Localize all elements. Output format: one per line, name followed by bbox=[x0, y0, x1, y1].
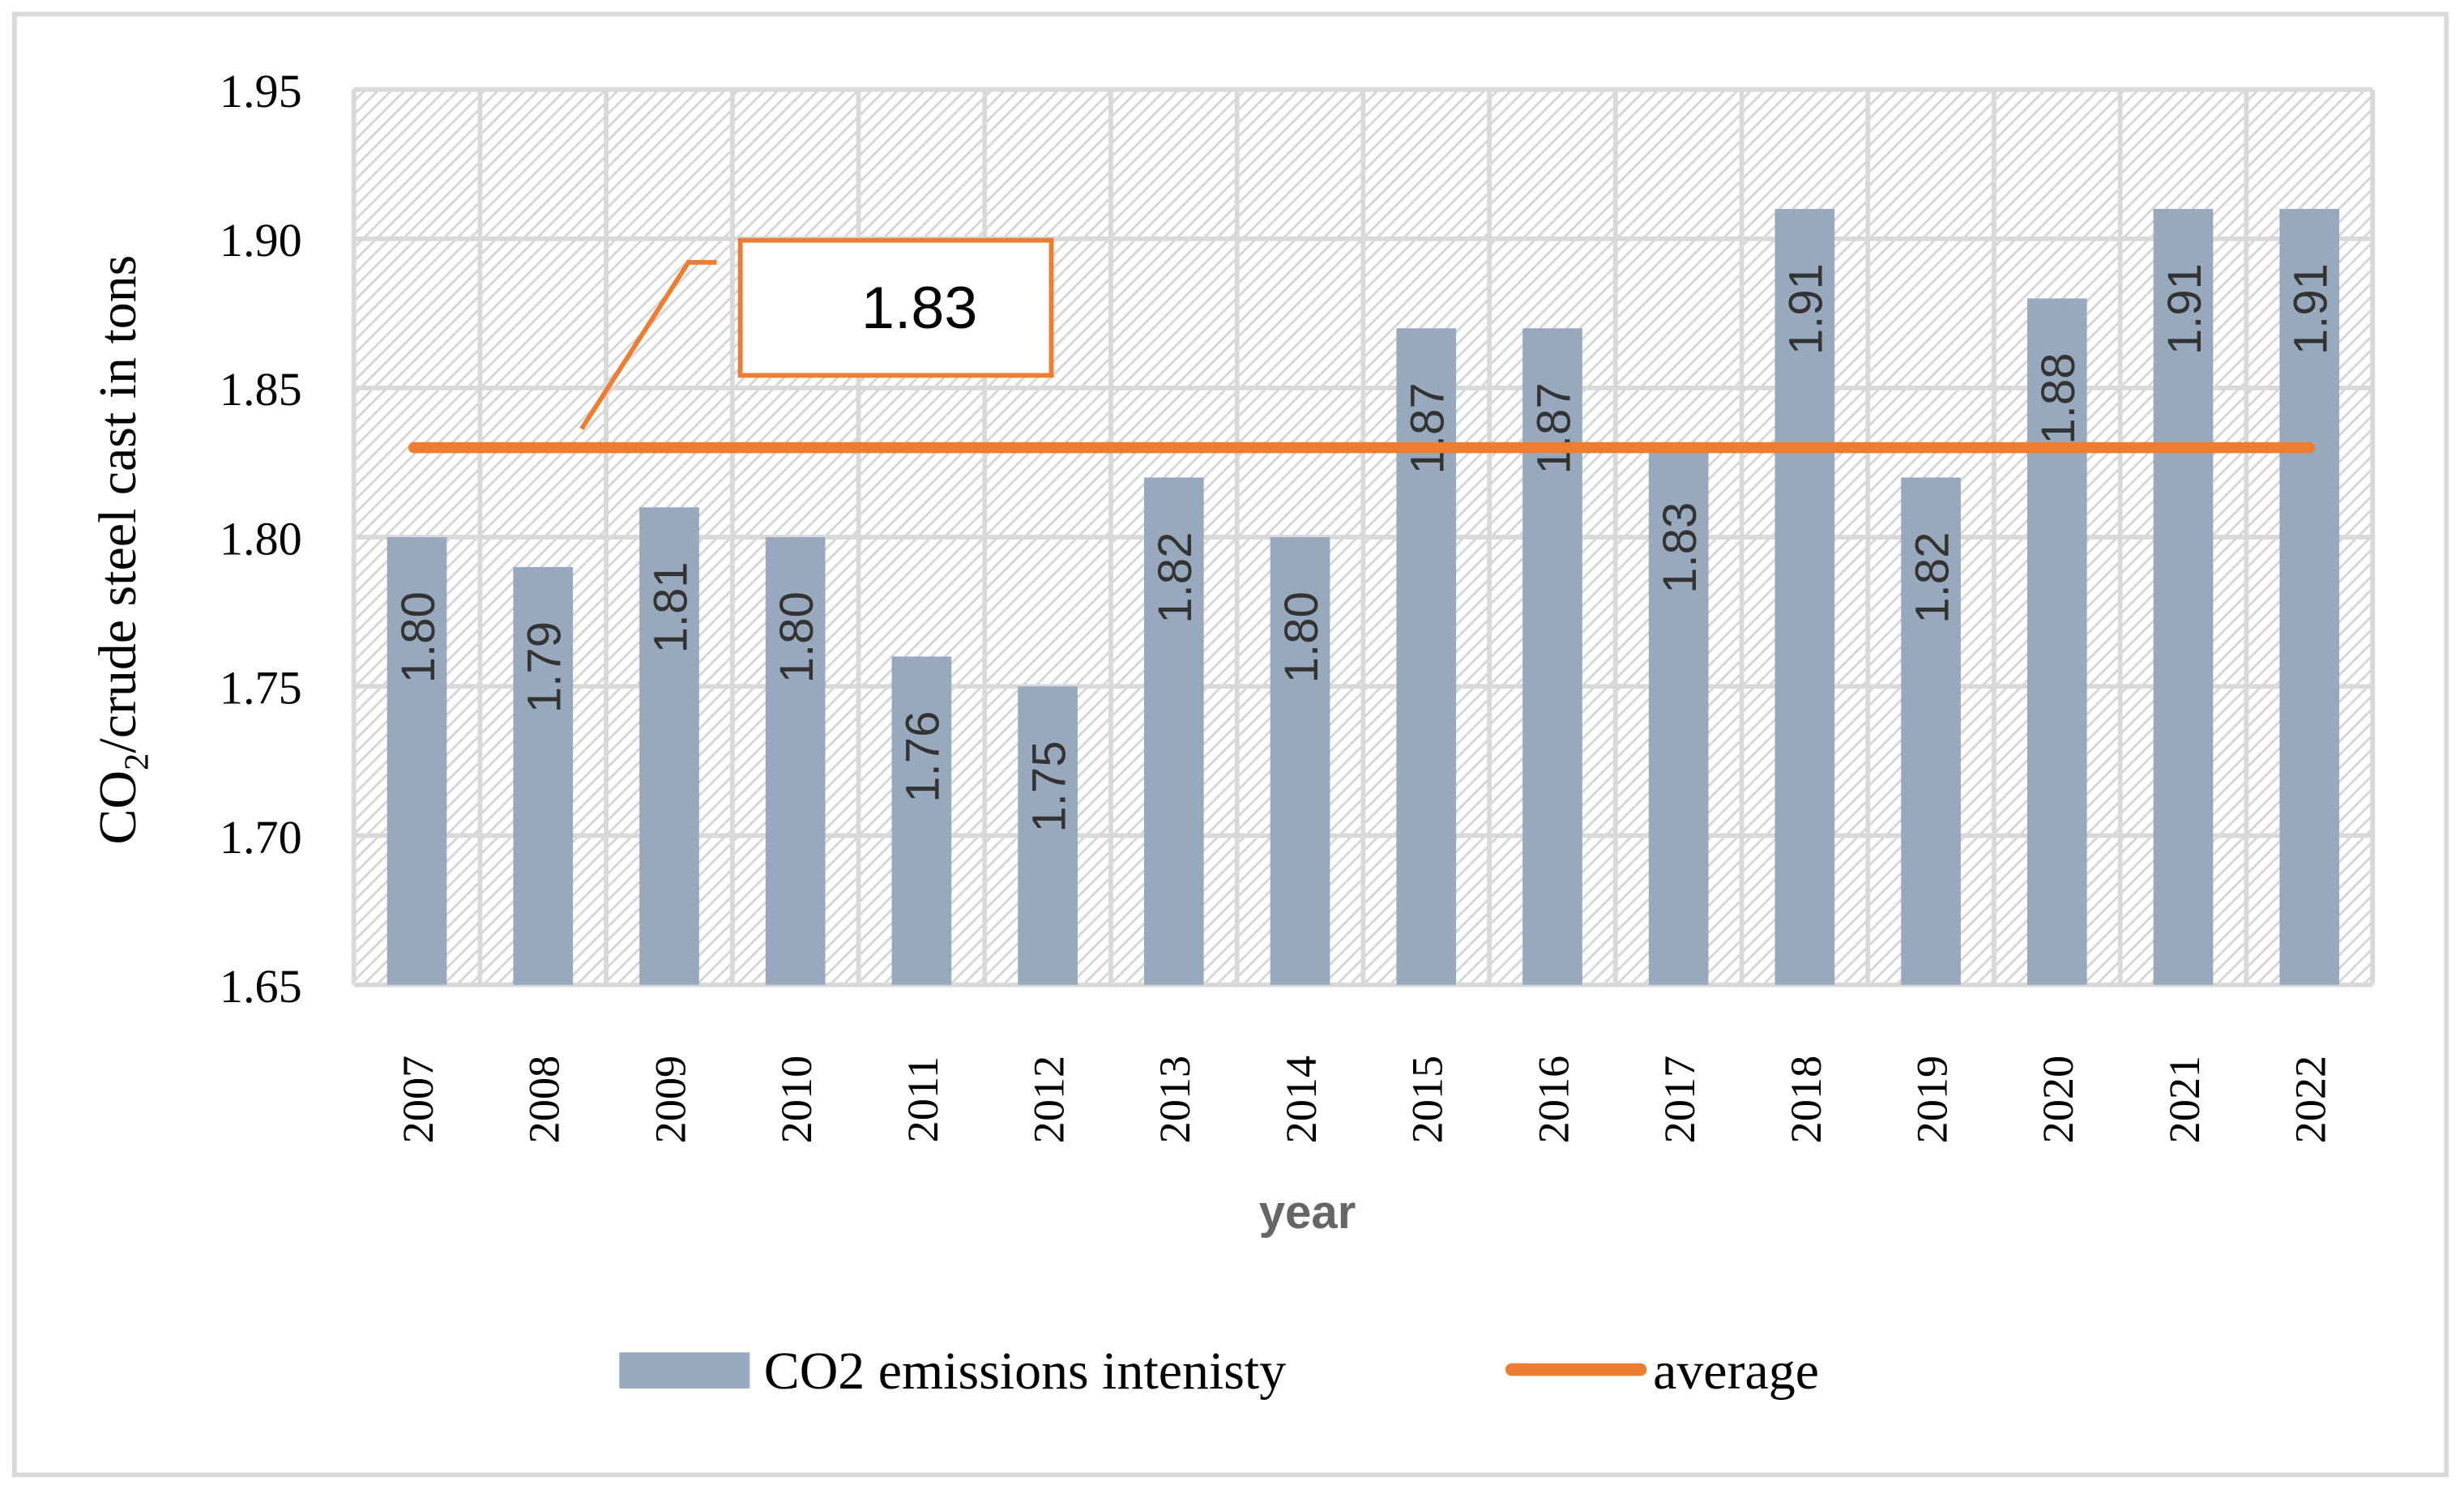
x-tick-labels: 2007 2008 2009 2010 2011 2012 2013 2014 2015 2016… bbox=[394, 1056, 2335, 1144]
data-label-2009: 1.81 bbox=[644, 561, 697, 653]
x-tick-label: 2008 bbox=[520, 1056, 569, 1144]
legend-swatch-bar bbox=[619, 1352, 750, 1389]
data-label-2017: 1.83 bbox=[1654, 502, 1706, 594]
data-label-2016: 1.87 bbox=[1527, 382, 1580, 474]
data-label-2022: 1.91 bbox=[2285, 263, 2338, 355]
bar-2009 bbox=[639, 507, 699, 985]
data-label-2012: 1.75 bbox=[1023, 740, 1075, 832]
x-tick-label: 2016 bbox=[1529, 1056, 1578, 1144]
bar-2016 bbox=[1522, 328, 1582, 985]
data-label-2008: 1.79 bbox=[519, 621, 571, 713]
callout-leader bbox=[579, 259, 717, 430]
data-label-2021: 1.91 bbox=[2159, 263, 2211, 355]
data-label-2020: 1.88 bbox=[2032, 352, 2085, 444]
bar-2020 bbox=[2026, 298, 2087, 985]
data-labels: 1.80 1.79 1.81 1.80 1.76 1.75 1.82 1.80 1.87 1.87… bbox=[392, 263, 2338, 833]
x-tick-label: 2017 bbox=[1655, 1056, 1704, 1144]
y-tick-label: 1.75 bbox=[220, 662, 302, 715]
data-label-2014: 1.80 bbox=[1275, 591, 1328, 683]
data-label-2011: 1.76 bbox=[897, 711, 950, 803]
bar-2017 bbox=[1648, 447, 1709, 985]
callout-box bbox=[737, 237, 1054, 378]
x-tick-label: 2012 bbox=[1025, 1056, 1074, 1144]
x-tick-label: 2014 bbox=[1277, 1056, 1326, 1144]
bar-2011 bbox=[891, 656, 952, 985]
y-tick-label: 1.95 bbox=[220, 65, 302, 117]
x-tick-label: 2011 bbox=[899, 1056, 947, 1143]
x-tick-label: 2015 bbox=[1403, 1056, 1452, 1144]
x-axis-title: year bbox=[1259, 1186, 1356, 1239]
y-tick-label: 1.90 bbox=[220, 214, 302, 267]
bar-2013 bbox=[1143, 477, 1204, 985]
data-label-2013: 1.82 bbox=[1149, 532, 1202, 624]
bar-2021 bbox=[2153, 208, 2214, 985]
bar-2012 bbox=[1018, 686, 1078, 985]
callout-label: 1.83 bbox=[861, 274, 977, 341]
x-tick-label: 2022 bbox=[2287, 1056, 2335, 1144]
bars bbox=[386, 208, 2340, 985]
data-label-2007: 1.80 bbox=[392, 591, 445, 683]
y-tick-label: 1.85 bbox=[220, 363, 302, 416]
x-tick-label: 2018 bbox=[1782, 1056, 1830, 1144]
bar-2007 bbox=[386, 537, 447, 985]
x-tick-label: 2020 bbox=[2034, 1056, 2082, 1144]
y-tick-label: 1.65 bbox=[220, 960, 302, 1013]
bar-2018 bbox=[1774, 208, 1835, 985]
y-axis-title: CO2/crude steel cast in tons bbox=[88, 255, 156, 845]
y-tick-labels: 1.65 1.70 1.75 1.80 1.85 1.90 1.95 bbox=[220, 65, 302, 1013]
bar-2014 bbox=[1270, 537, 1330, 985]
x-tick-label: 2019 bbox=[1907, 1056, 1956, 1144]
x-tick-label: 2013 bbox=[1151, 1056, 1199, 1144]
bar-2010 bbox=[765, 537, 826, 985]
data-label-2019: 1.82 bbox=[1906, 532, 1958, 624]
data-label-2018: 1.91 bbox=[1780, 263, 1833, 355]
y-tick-label: 1.80 bbox=[220, 512, 302, 565]
y-tick-label: 1.70 bbox=[220, 811, 302, 864]
legend-label-bar: CO2 emissions intenisty bbox=[764, 1342, 1286, 1401]
data-label-2015: 1.87 bbox=[1402, 382, 1454, 474]
bar-2008 bbox=[513, 566, 574, 985]
legend: CO2 emissions intenisty average bbox=[619, 1342, 1819, 1401]
x-tick-label: 2009 bbox=[646, 1056, 694, 1144]
bar-2019 bbox=[1901, 477, 1961, 985]
x-tick-label: 2021 bbox=[2160, 1056, 2209, 1144]
legend-label-line: average bbox=[1653, 1342, 1819, 1401]
x-tick-label: 2010 bbox=[772, 1056, 821, 1144]
bar-2015 bbox=[1396, 328, 1457, 985]
bar-2022 bbox=[2279, 208, 2340, 985]
data-label-2010: 1.80 bbox=[771, 591, 823, 683]
x-tick-label: 2007 bbox=[394, 1056, 442, 1144]
